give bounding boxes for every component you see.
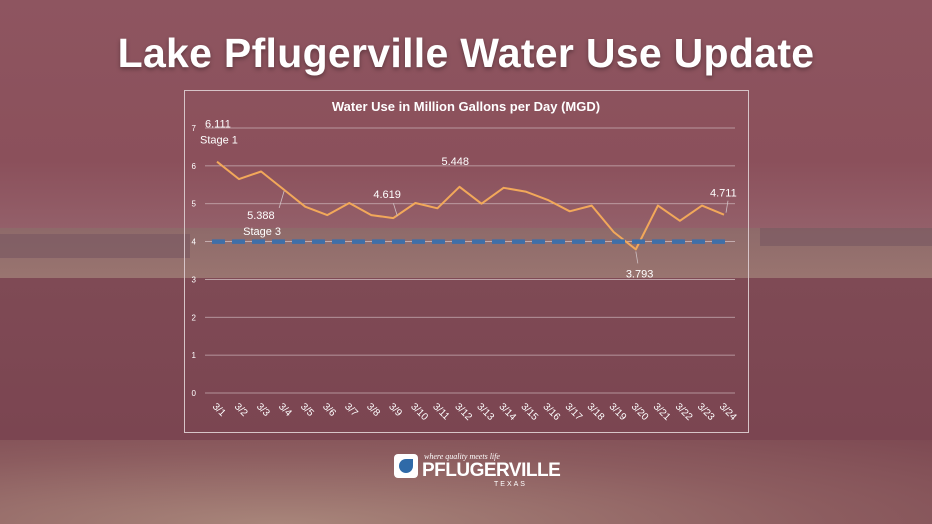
data-label: Stage 3 [243, 226, 281, 238]
pflugerville-logo: where quality meets life PFLUGERVILLE TE… [394, 452, 561, 492]
x-tick-label: 3/12 [452, 401, 474, 423]
x-tick-label: 3/20 [629, 401, 651, 423]
x-tick-label: 3/2 [232, 401, 250, 419]
data-label: Stage 1 [200, 135, 238, 147]
y-tick-label: 6 [192, 162, 197, 171]
y-tick-label: 4 [192, 238, 197, 247]
pflugerville-logo-icon [394, 454, 418, 478]
x-tick-label: 3/13 [474, 401, 496, 423]
chart-title: Water Use in Million Gallons per Day (MG… [331, 99, 601, 114]
x-tick-label: 3/16 [541, 401, 563, 423]
x-tick-label: 3/15 [518, 401, 540, 423]
gridlines [205, 127, 735, 394]
y-tick-label: 0 [192, 389, 197, 398]
data-label: 3.793 [626, 268, 654, 280]
x-tick-label: 3/9 [386, 401, 404, 419]
x-tick-label: 3/3 [254, 401, 272, 419]
x-tick-label: 3/18 [585, 401, 607, 423]
data-label: 4.619 [373, 189, 401, 201]
water-use-line [216, 160, 725, 251]
data-label: 6.111 [205, 119, 231, 131]
x-tick-label: 3/4 [276, 401, 294, 419]
y-tick-label: 3 [192, 275, 197, 284]
x-tick-label: 3/24 [717, 401, 739, 423]
leader-line [278, 190, 285, 209]
data-label: 5.388 [247, 210, 275, 222]
x-tick-label: 3/8 [364, 401, 382, 419]
x-tick-label: 3/23 [695, 401, 717, 423]
background-shoreline [0, 228, 932, 280]
x-tick-label: 3/22 [673, 401, 695, 423]
background-sand [0, 440, 932, 524]
leader-line [635, 251, 639, 264]
x-tick-label: 3/1 [210, 401, 228, 419]
y-tick-label: 1 [192, 351, 197, 360]
x-tick-label: 3/11 [430, 401, 451, 422]
leader-line [725, 200, 729, 213]
logo-name: PFLUGERVILLE [422, 460, 561, 481]
series-layer [212, 160, 729, 251]
slide-title: Lake Pflugerville Water Use Update [117, 30, 815, 76]
x-tick-label: 3/21 [651, 401, 673, 423]
y-axis-ticks: 0 1 2 3 4 5 6 7 [192, 124, 197, 398]
x-tick-label: 3/19 [607, 401, 629, 423]
x-tick-label: 3/7 [342, 401, 360, 419]
chart-frame [184, 90, 749, 433]
data-label: 4.711 [710, 188, 737, 200]
logo-subtitle: TEXAS [494, 481, 527, 488]
x-tick-label: 3/14 [496, 401, 518, 423]
data-label: 5.448 [441, 156, 469, 168]
y-tick-label: 7 [192, 124, 197, 133]
y-tick-label: 2 [192, 313, 197, 322]
x-tick-label: 3/5 [298, 401, 316, 419]
data-labels: 6.111 Stage 1 5.388 Stage 3 4.619 5.448 3.793 4… [200, 119, 737, 281]
y-tick-label: 5 [192, 200, 197, 209]
leader-line [392, 203, 398, 217]
background-lake [0, 278, 932, 468]
x-tick-label: 3/17 [563, 401, 585, 423]
x-tick-label: 3/6 [320, 401, 338, 419]
x-axis-ticks: 3/1 3/2 3/3 3/4 3/5 3/6 3/7 3/8 3/9 3/10 3/11 3/12 3… [210, 401, 739, 423]
x-tick-label: 3/10 [408, 401, 430, 423]
logo-tagline: where quality meets life [424, 452, 500, 461]
